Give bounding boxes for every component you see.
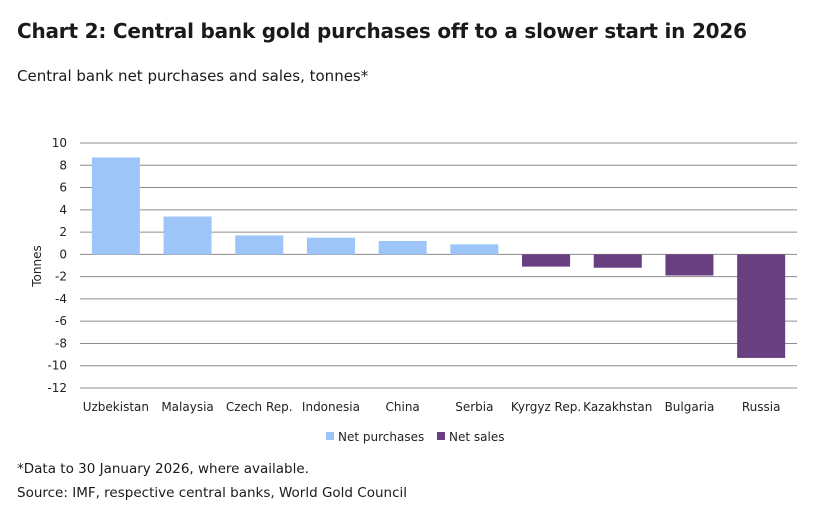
category-label: China [386, 400, 420, 414]
y-tick-label: -8 [55, 336, 67, 350]
category-label: Russia [742, 400, 781, 414]
y-tick-label: 10 [52, 136, 67, 150]
bar-indonesia [306, 237, 355, 255]
category-labels: Uzbekistan Malaysia Czech Rep. Indonesia Chi… [83, 400, 781, 414]
chart-subtitle: Central bank net purchases and sales, to… [17, 67, 369, 85]
category-label: Czech Rep. [226, 400, 293, 414]
gridlines [80, 142, 797, 389]
category-label: Bulgaria [665, 400, 715, 414]
y-tick-label: -12 [47, 381, 67, 395]
category-label: Uzbekistan [83, 400, 149, 414]
y-tick-labels: 10 8 6 4 2 0 -2 -4 -6 -8 -10 -12 [47, 136, 67, 395]
y-tick-label: 4 [59, 203, 67, 217]
category-label: Serbia [455, 400, 493, 414]
bar-china [378, 241, 427, 255]
y-tick-label: -2 [55, 270, 67, 284]
y-tick-label: 6 [59, 181, 67, 195]
legend-swatch-net-sales [437, 432, 445, 440]
category-label: Malaysia [161, 400, 213, 414]
category-label: Indonesia [302, 400, 360, 414]
bar-kyrgyz-rep [522, 254, 571, 267]
y-tick-label: -6 [55, 314, 67, 328]
category-label: Kyrgyz Rep. [511, 400, 581, 414]
source-note: Source: IMF, respective central banks, W… [17, 485, 408, 501]
footnote: *Data to 30 January 2026, where availabl… [17, 461, 309, 477]
legend-swatch-net-purchases [326, 432, 334, 440]
bar-serbia [450, 244, 499, 255]
bar-malaysia [163, 216, 212, 255]
y-tick-label: -4 [55, 292, 67, 306]
bar-czech-rep [235, 235, 284, 255]
y-tick-label: 2 [59, 225, 67, 239]
legend: Net purchases Net sales [326, 430, 504, 444]
legend-label-net-sales: Net sales [449, 430, 504, 444]
bar-uzbekistan [91, 157, 140, 255]
y-tick-label: -10 [47, 359, 67, 373]
bars [91, 157, 786, 358]
bar-kazakhstan [593, 254, 642, 268]
legend-label-net-purchases: Net purchases [338, 430, 424, 444]
y-tick-label: 0 [59, 247, 67, 261]
category-label: Kazakhstan [583, 400, 652, 414]
y-axis-label: Tonnes [30, 245, 44, 287]
bar-bulgaria [665, 254, 714, 276]
chart-title: Chart 2: Central bank gold purchases off… [17, 19, 747, 43]
y-tick-label: 8 [59, 158, 67, 172]
bar-russia [737, 254, 786, 358]
